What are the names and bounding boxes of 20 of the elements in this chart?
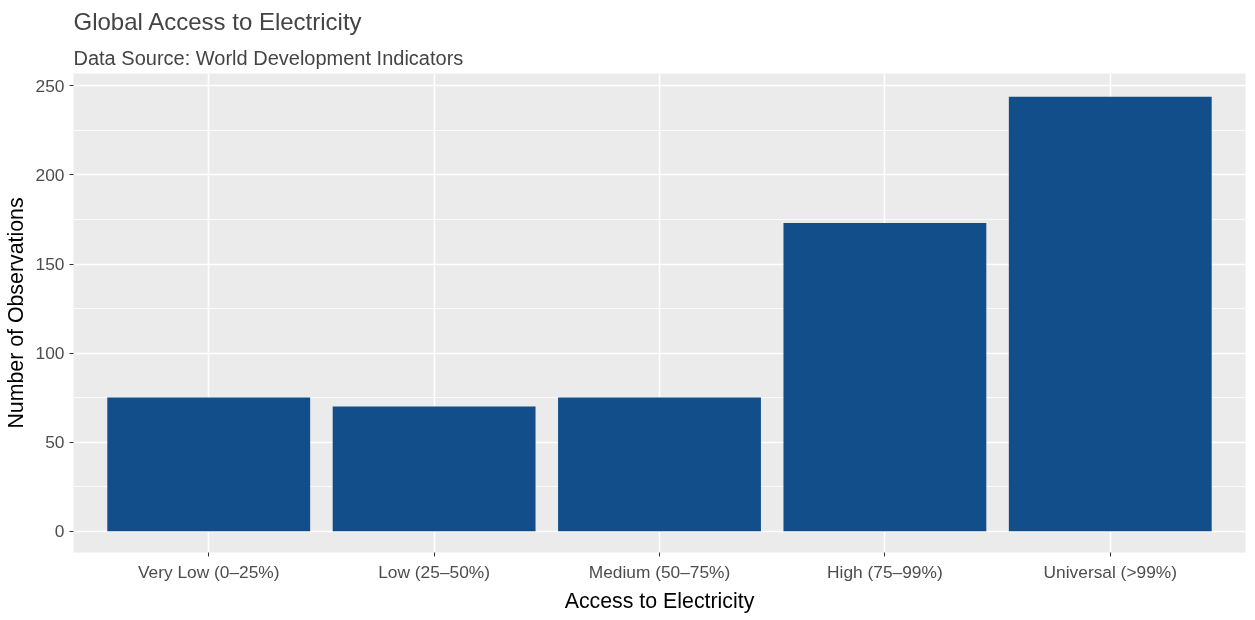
y-tick-label: 150 bbox=[35, 254, 65, 275]
y-tick-label: 100 bbox=[35, 343, 65, 364]
x-tick-label: Universal (>99%) bbox=[1043, 561, 1177, 582]
bar bbox=[332, 406, 536, 532]
bar bbox=[107, 397, 311, 532]
x-tick-label: Very Low (0–25%) bbox=[137, 561, 280, 582]
bar bbox=[558, 397, 761, 532]
x-tick-label: High (75–99%) bbox=[827, 561, 943, 582]
y-tick-label: 250 bbox=[35, 75, 65, 96]
y-tick-label: 200 bbox=[35, 165, 65, 185]
chart-title: Global Access to Electricity bbox=[73, 7, 362, 35]
y-tick-label: 0 bbox=[54, 521, 65, 542]
bar bbox=[1008, 96, 1212, 532]
y-tick-label: 50 bbox=[45, 432, 65, 453]
y-axis-title: Number of Observations bbox=[3, 197, 28, 429]
x-tick-label: Low (25–50%) bbox=[378, 561, 490, 582]
bar bbox=[783, 223, 987, 532]
x-axis-title: Access to Electricity bbox=[564, 588, 755, 613]
chart-subtitle: Data Source: World Development Indicators bbox=[73, 46, 464, 69]
x-tick-label: Medium (50–75%) bbox=[588, 561, 731, 582]
